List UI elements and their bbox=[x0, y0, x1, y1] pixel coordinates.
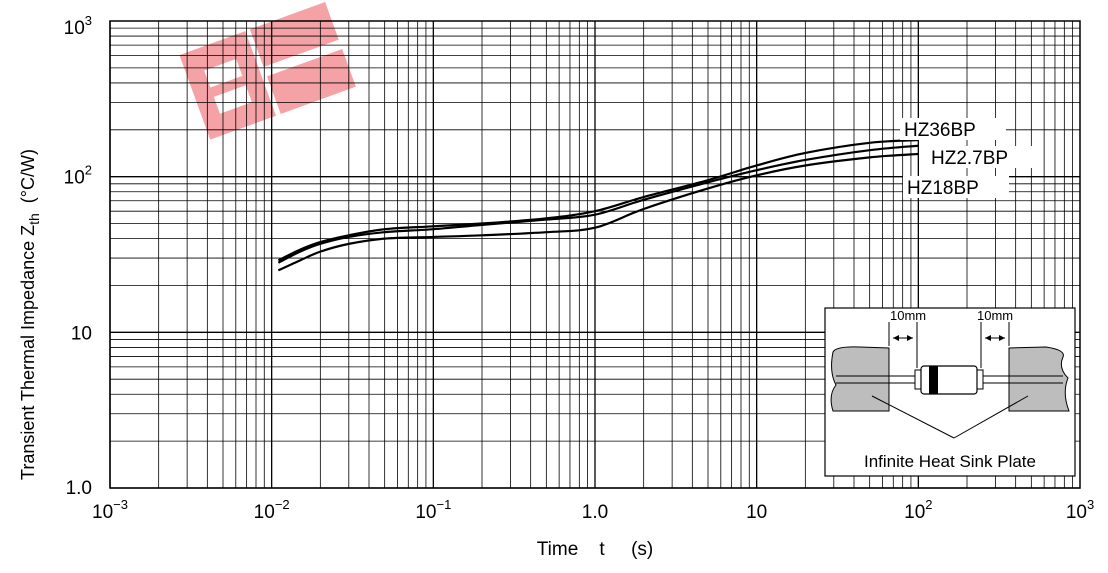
series-label-bg bbox=[900, 118, 1006, 140]
series-line-hz36bp bbox=[277, 138, 919, 262]
watermark-block-right-bottom bbox=[267, 49, 356, 114]
y-axis-title-sub: th bbox=[26, 213, 42, 225]
tick-label-base: 10 bbox=[904, 502, 925, 523]
dim-arrows-right bbox=[985, 335, 1005, 341]
x-tick-label: 10−2 bbox=[254, 497, 290, 523]
series-line-hz18bp bbox=[277, 152, 919, 272]
x-tick-label: 103 bbox=[1066, 497, 1094, 523]
tick-label-base: 10 bbox=[254, 502, 275, 523]
y-tick-label: 102 bbox=[64, 163, 92, 189]
x-axis-title: Time t (s) bbox=[537, 539, 653, 560]
tick-label-exponent: 2 bbox=[925, 497, 932, 512]
tick-label-base: 10 bbox=[71, 323, 92, 344]
x-tick-labels: 10−3 10−2 10−1 1.0 10 102 103 bbox=[92, 497, 1094, 523]
tick-label-base: 1.0 bbox=[66, 478, 92, 499]
leader-line-left bbox=[871, 395, 955, 439]
inset-diagram: 10mm 10mm Infinite Heat Sink Plate bbox=[824, 307, 1076, 477]
diode-cathode-band bbox=[929, 366, 938, 394]
watermark-logo bbox=[179, 2, 356, 140]
heat-sink-plate-right bbox=[1008, 346, 1070, 412]
y-tick-label: 10 bbox=[71, 323, 92, 344]
tick-label-exponent: −3 bbox=[113, 497, 128, 512]
dim-label-right: 10mm bbox=[977, 308, 1013, 323]
y-axis-title: Transient Thermal Impedance Zth (°C/W) bbox=[18, 149, 42, 480]
leader-line-right bbox=[953, 395, 1029, 439]
tick-label-base: 10 bbox=[92, 502, 113, 523]
series-label-hz36bp: HZ36BP bbox=[904, 120, 976, 141]
y-axis-title-main: Transient Thermal Impedance Z bbox=[18, 225, 38, 480]
watermark-block-left bbox=[179, 31, 276, 140]
x-tick-label: 10−3 bbox=[92, 497, 128, 523]
tick-label-exponent: 3 bbox=[85, 13, 92, 28]
series-label-bg bbox=[927, 146, 1033, 168]
tick-label-base: 10 bbox=[64, 18, 85, 39]
y-axis-title-unit: (°C/W) bbox=[18, 149, 38, 203]
dim-arrows-left bbox=[893, 335, 913, 341]
dim-label-left: 10mm bbox=[890, 308, 926, 323]
tick-label-exponent: 3 bbox=[1087, 497, 1094, 512]
x-tick-label: 10−1 bbox=[415, 497, 451, 523]
tick-label-base: 10 bbox=[415, 502, 436, 523]
plot-frame bbox=[109, 20, 1081, 489]
x-tick-label: 10 bbox=[746, 502, 767, 523]
tick-label-exponent: 2 bbox=[85, 163, 92, 178]
inset-caption: Infinite Heat Sink Plate bbox=[864, 452, 1036, 471]
heat-sink-plate-left bbox=[830, 346, 890, 412]
diode-end-left bbox=[914, 369, 922, 390]
y-tick-label: 1.0 bbox=[66, 478, 92, 499]
y-tick-label: 103 bbox=[64, 13, 92, 39]
series-line-hz27bp bbox=[277, 144, 919, 264]
tick-label-base: 10 bbox=[1066, 502, 1087, 523]
tick-label-exponent: −2 bbox=[275, 497, 290, 512]
tick-label-base: 1.0 bbox=[582, 502, 608, 523]
series-label-hz27bp: HZ2.7BP bbox=[931, 148, 1008, 169]
x-tick-label: 1.0 bbox=[582, 502, 608, 523]
series-label-bg bbox=[903, 176, 1009, 198]
tick-label-base: 10 bbox=[746, 502, 767, 523]
tick-label-exponent: −1 bbox=[436, 497, 451, 512]
tick-label-base: 10 bbox=[64, 168, 85, 189]
series-label-hz18bp: HZ18BP bbox=[907, 178, 979, 199]
diode-end-right bbox=[976, 369, 984, 390]
series-lines bbox=[277, 138, 919, 272]
x-tick-label: 102 bbox=[904, 497, 932, 523]
